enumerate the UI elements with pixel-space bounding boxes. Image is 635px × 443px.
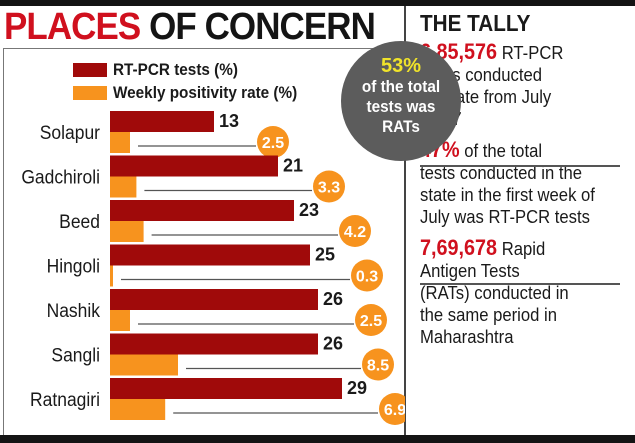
callout-percent: 53% [380,55,422,77]
value-label-rtpcr-gadchiroli: 21 [283,156,303,176]
legend-item-rtpcr: RT-PCR tests (%) [73,58,318,81]
category-label-sangli: Sangli [51,344,100,366]
bar-chart: Solapur 13 2.5 Gadchiroli 21 3.3 Beed 23 4.2 Hing… [21,111,405,425]
bar-rtpcr-gadchiroli [110,155,278,177]
value-label-rtpcr-sangli: 26 [323,334,343,354]
bar-positivity-nashik [110,310,130,331]
bar-rtpcr-ratnagiri [110,378,342,399]
tally-2-line-3: state in the first week of [420,184,595,205]
tally-1-line-1: RT-PCR [501,42,564,63]
bar-positivity-hingoli [110,265,113,287]
tally-3-line-2: Antigen Tests [420,260,520,281]
bar-rtpcr-sangli [110,333,318,355]
chart-title: PLACES OF CONCERN [4,6,376,48]
category-label-gadchiroli: Gadchiroli [21,166,100,188]
title-places: PLACES [4,6,141,48]
value-label-rtpcr-beed: 23 [299,200,319,220]
tally-title: THE TALLY [420,10,531,36]
legend-label-rtpcr: RT-PCR tests (%) [113,59,238,79]
badge-positivity-gadchiroli [313,170,345,203]
tally-highlight-3: 7,69,678 [420,235,498,260]
value-label-positivity-hingoli: 0.3 [356,269,378,286]
category-label-solapur: Solapur [40,121,100,143]
legend-item-positivity: Weekly positivity rate (%) [73,81,318,104]
tally-item-rat-count: 7,69,678 Rapid Antigen Tests (RATs) cond… [420,237,609,348]
badge-positivity-ratnagiri [379,393,405,425]
tally-2-line-2: tests conducted in the [420,162,582,183]
tally-3-line-5: Maharashtra [420,326,514,347]
bar-rtpcr-hingoli [110,244,310,266]
value-label-positivity-gadchiroli: 3.3 [318,180,340,197]
tally-3-line-4: the same period in [420,304,557,325]
badge-positivity-solapur [257,126,289,158]
callout-line-1: of the total [361,77,441,96]
category-label-hingoli: Hingoli [47,255,100,277]
bar-rtpcr-nashik [110,289,318,310]
bar-positivity-ratnagiri [110,399,166,420]
legend: RT-PCR tests (%) Weekly positivity rate … [73,58,318,104]
value-label-positivity-ratnagiri: 6.9 [384,402,405,419]
badge-positivity-beed [339,215,371,247]
tally-divider-2 [420,283,620,285]
value-label-rtpcr-nashik: 26 [323,289,343,309]
chart-panel [3,48,403,435]
tally-2-line-4: July was RT-PCR tests [420,206,590,227]
rats-callout-circle: 53% of the total tests was RATs [341,41,461,161]
value-label-rtpcr-solapur: 13 [219,111,239,131]
bar-positivity-solapur [110,132,130,153]
value-label-positivity-sangli: 8.5 [367,358,389,375]
category-label-ratnagiri: Ratnagiri [30,388,100,410]
callout-line-3: RATs [382,117,420,136]
badge-positivity-hingoli [351,259,383,292]
tally-divider-1 [420,165,620,167]
legend-label-positivity: Weekly positivity rate (%) [113,82,298,102]
category-label-beed: Beed [59,210,100,232]
bar-rtpcr-solapur [110,111,214,132]
bar-positivity-beed [110,221,144,242]
tally-3-line-1: Rapid [501,238,546,259]
tally-2-line-1: of the total [464,140,543,161]
bar-rtpcr-beed [110,200,294,221]
value-label-rtpcr-hingoli: 25 [315,245,335,265]
value-label-positivity-solapur: 2.5 [262,135,284,152]
tally-item-rtpcr-share: 47% of the total tests conducted in the … [420,139,609,228]
bar-positivity-gadchiroli [110,176,137,198]
callout-line-2: tests was [366,97,436,116]
value-label-rtpcr-ratnagiri: 29 [347,378,367,398]
title-of-concern: OF CONCERN [149,6,376,48]
tally-3-line-3: (RATs) conducted in [420,282,569,303]
category-label-nashik: Nashik [47,299,101,321]
bar-positivity-sangli [110,354,178,376]
value-label-positivity-nashik: 2.5 [360,313,382,330]
badge-positivity-sangli [362,348,394,381]
bottom-rule [0,435,635,443]
panel-divider [404,6,406,435]
badge-positivity-nashik [355,304,387,336]
legend-swatch-positivity [73,85,107,100]
legend-swatch-rtpcr [73,62,107,77]
top-rule [0,0,635,6]
value-label-positivity-beed: 4.2 [344,224,366,241]
